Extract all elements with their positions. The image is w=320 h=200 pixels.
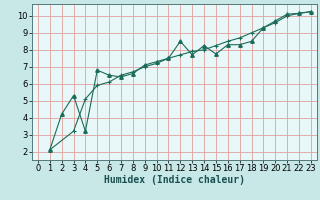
X-axis label: Humidex (Indice chaleur): Humidex (Indice chaleur) xyxy=(104,175,245,185)
